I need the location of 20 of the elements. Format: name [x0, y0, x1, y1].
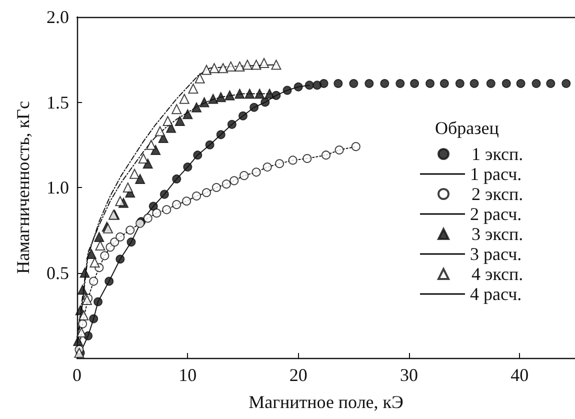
legend-label: 3 расч. [470, 244, 522, 264]
x-tick-label: 40 [510, 365, 529, 385]
y-tick-label: 1.5 [46, 92, 69, 112]
legend-label: 4 эксп. [472, 264, 524, 284]
x-tick-label: 30 [400, 365, 418, 385]
y-tick-label: 2.0 [46, 7, 69, 27]
y-axis-title: Намагниченность, кГс [13, 101, 33, 274]
x-tick-label: 0 [72, 365, 82, 385]
x-tick-label: 20 [289, 365, 308, 385]
legend-label: 1 расч. [470, 164, 522, 184]
legend-label: 4 расч. [470, 284, 522, 304]
y-tick-label: 0.5 [46, 262, 69, 283]
x-axis-title: Магнитное поле, кЭ [248, 392, 404, 412]
x-tick-label: 10 [178, 365, 197, 385]
legend-label: 2 расч. [470, 204, 522, 224]
legend-label: 2 эксп. [472, 184, 524, 204]
y-tick-label: 1.0 [46, 178, 69, 198]
legend-label: 1 эксп. [472, 144, 524, 164]
legend-title: Образец [435, 118, 500, 138]
legend-label: 3 эксп. [472, 224, 524, 244]
